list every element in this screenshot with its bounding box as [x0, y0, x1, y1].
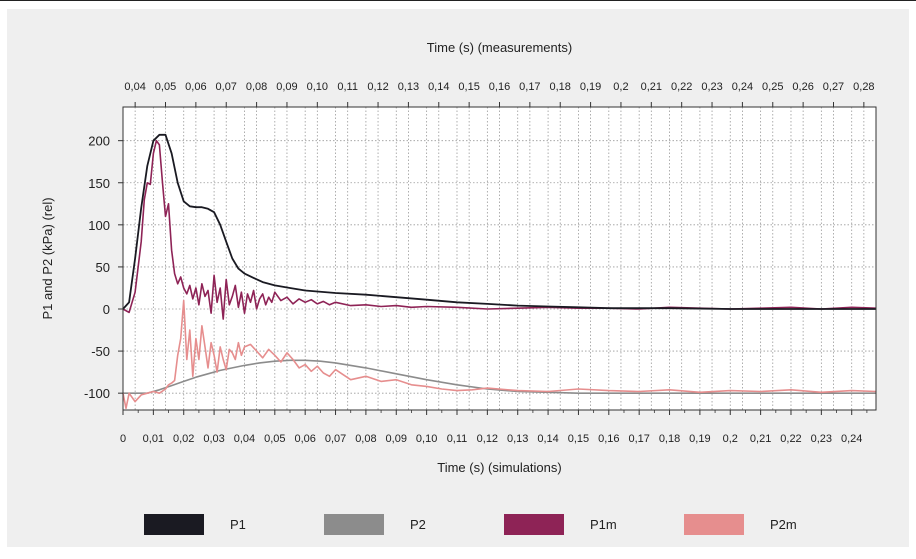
top-tick-label: 0,22 [671, 81, 692, 93]
top-tick-label: 0,09 [276, 81, 297, 93]
top-tick-label: 0,21 [641, 81, 662, 93]
bottom-tick-label: 0,03 [203, 433, 224, 445]
top-tick-label: 0,10 [307, 81, 328, 93]
bottom-tick-label: 0,06 [294, 433, 315, 445]
top-tick-label: 0,18 [550, 81, 571, 93]
bottom-tick-label: 0,19 [689, 433, 710, 445]
y-tick-label: 200 [88, 134, 110, 149]
top-tick-label: 0,04 [124, 81, 145, 93]
top-tick-label: 0,12 [367, 81, 388, 93]
y-tick-label: -50 [91, 344, 110, 359]
y-tick-label: -100 [84, 386, 110, 401]
bottom-axis-title: Time (s) (simulations) [437, 460, 561, 475]
top-tick-label: 0,06 [185, 81, 206, 93]
top-tick-label: 0,28 [853, 81, 874, 93]
bottom-tick-label: 0,12 [477, 433, 498, 445]
top-tick-label: 0,13 [398, 81, 419, 93]
y-tick-label: 100 [88, 218, 110, 233]
bottom-tick-label: 0,04 [234, 433, 255, 445]
bottom-tick-label: 0,16 [598, 433, 619, 445]
top-rule [0, 0, 916, 1]
top-tick-label: 0,23 [701, 81, 722, 93]
bottom-tick-label: 0,08 [355, 433, 376, 445]
series-line-p2 [123, 359, 876, 395]
bottom-tick-label: 0,02 [173, 433, 194, 445]
legend-label-p1: P1 [230, 517, 246, 532]
top-tick-label: 0,2 [613, 81, 628, 93]
top-tick-label: 0,07 [216, 81, 237, 93]
bottom-tick-label: 0,18 [659, 433, 680, 445]
bottom-tick-label: 0,23 [811, 433, 832, 445]
top-tick-label: 0,19 [580, 81, 601, 93]
top-tick-label: 0,17 [519, 81, 540, 93]
tick-labels: 200 150 100 50 0 -50 -100 0 0,01 0,02 0,03 0,04 0,05… [84, 81, 875, 445]
series-line-p1 [122, 133, 876, 310]
bottom-tick-label: 0,2 [723, 433, 738, 445]
bottom-tick-label: 0,14 [537, 433, 558, 445]
bottom-tick-label: 0,09 [386, 433, 407, 445]
ticks [118, 102, 868, 415]
legend-swatch-p1m [504, 514, 564, 535]
y-tick-label: 50 [96, 260, 110, 275]
bottom-tick-label: 0,13 [507, 433, 528, 445]
top-tick-label: 0,24 [732, 81, 753, 93]
top-tick-label: 0,26 [792, 81, 813, 93]
top-tick-label: 0,25 [762, 81, 783, 93]
legend-label-p2: P2 [410, 517, 426, 532]
top-tick-label: 0,05 [155, 81, 176, 93]
bottom-tick-label: 0,17 [628, 433, 649, 445]
bottom-tick-label: 0,24 [841, 433, 862, 445]
y-axis-title: P1 and P2 (kPa) (rel) [40, 197, 55, 319]
bottom-tick-label: 0,05 [264, 433, 285, 445]
bottom-tick-label: 0,11 [447, 433, 468, 445]
bottom-tick-label: 0,10 [416, 433, 437, 445]
y-tick-label: 150 [88, 176, 110, 191]
top-tick-label: 0,11 [337, 81, 358, 93]
bottom-tick-label: 0,01 [143, 433, 164, 445]
bottom-tick-label: 0,15 [568, 433, 589, 445]
bottom-tick-label: 0,22 [780, 433, 801, 445]
top-tick-label: 0,08 [246, 81, 267, 93]
y-tick-label: 0 [103, 302, 110, 317]
series-line-p1m [122, 139, 877, 320]
top-tick-label: 0,15 [458, 81, 479, 93]
legend-swatch-p1 [144, 514, 204, 535]
legend-swatch-p2m [684, 514, 744, 535]
grid-lines [123, 107, 876, 410]
bottom-tick-label: 0,21 [750, 433, 771, 445]
series-layer [122, 133, 877, 410]
bottom-tick-label: 0 [120, 433, 126, 445]
bottom-tick-label: 0,07 [325, 433, 346, 445]
top-tick-label: 0,27 [823, 81, 844, 93]
series-line-p2m [122, 299, 877, 410]
legend: P1 P2 P1m P2m [144, 514, 797, 535]
top-tick-label: 0,16 [489, 81, 510, 93]
legend-label-p2m: P2m [770, 517, 797, 532]
top-axis-title: Time (s) (measurements) [427, 40, 572, 55]
legend-label-p1m: P1m [590, 517, 617, 532]
legend-swatch-p2 [324, 514, 384, 535]
top-tick-label: 0,14 [428, 81, 449, 93]
